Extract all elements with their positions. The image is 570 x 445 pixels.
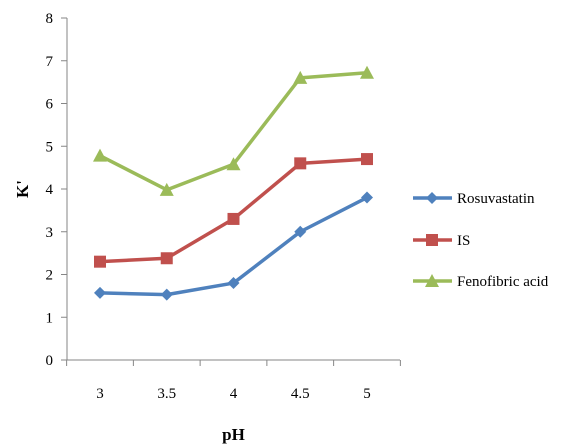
data-point bbox=[294, 157, 307, 170]
y-tick-label: 7 bbox=[46, 54, 54, 70]
legend-label: Fenofibric acid bbox=[457, 274, 549, 290]
y-tick-label: 0 bbox=[46, 353, 54, 369]
legend: Rosuvastatin IS Fenofibric acid bbox=[413, 191, 549, 290]
x-tick-label: 3.5 bbox=[157, 386, 176, 402]
legend-label: IS bbox=[457, 233, 470, 249]
series-fenofibric-acid bbox=[93, 65, 374, 196]
data-point bbox=[293, 70, 308, 84]
series-line bbox=[99, 70, 368, 192]
legend-marker bbox=[425, 274, 439, 287]
y-tick-label: 4 bbox=[46, 182, 54, 198]
y-tick-label: 2 bbox=[46, 268, 54, 284]
x-tick-label: 3 bbox=[96, 386, 104, 402]
data-point bbox=[93, 148, 107, 162]
series-rosuvastatin bbox=[94, 191, 373, 301]
legend-marker bbox=[426, 192, 438, 204]
y-tick-label: 1 bbox=[46, 310, 54, 326]
legend-item: IS bbox=[413, 233, 470, 249]
legend-label: Rosuvastatin bbox=[457, 191, 535, 207]
data-point bbox=[361, 153, 373, 166]
axes: 0 1 2 3 4 5 6 7 8 3 3.5 4 4.5 5 bbox=[46, 11, 401, 402]
data-point bbox=[160, 288, 173, 301]
y-axis-title: K' bbox=[13, 180, 32, 198]
data-point bbox=[159, 182, 174, 196]
legend-marker bbox=[426, 234, 438, 246]
series-is bbox=[94, 153, 373, 268]
data-point bbox=[160, 252, 173, 265]
y-tick-label: 5 bbox=[46, 139, 54, 155]
data-point bbox=[294, 225, 307, 238]
data-point bbox=[227, 212, 240, 225]
data-point bbox=[94, 286, 106, 299]
x-tick-label: 4 bbox=[230, 386, 238, 402]
legend-item: Fenofibric acid bbox=[413, 274, 549, 290]
data-point bbox=[227, 277, 240, 290]
x-tick-label: 5 bbox=[363, 386, 371, 402]
legend-item: Rosuvastatin bbox=[413, 191, 535, 207]
x-axis-title: pH bbox=[222, 425, 245, 444]
y-tick-label: 8 bbox=[46, 11, 54, 27]
data-point bbox=[94, 255, 106, 268]
x-tick-label: 4.5 bbox=[291, 386, 310, 402]
data-point bbox=[360, 65, 374, 79]
y-tick-label: 6 bbox=[46, 97, 54, 113]
data-point bbox=[226, 157, 241, 171]
y-tick-label: 3 bbox=[46, 225, 54, 241]
data-point bbox=[361, 191, 373, 204]
series-layer bbox=[93, 65, 374, 301]
